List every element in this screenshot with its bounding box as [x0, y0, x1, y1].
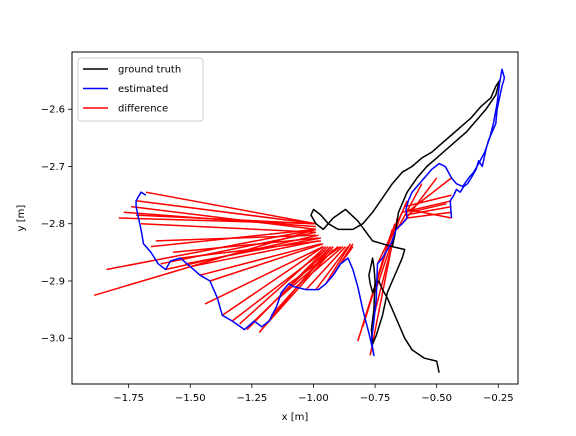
difference-segment [401, 177, 438, 225]
difference-segment [209, 243, 324, 282]
legend-box [77, 57, 204, 122]
difference-segment [131, 205, 316, 231]
difference-segment [288, 245, 342, 285]
difference-segment [140, 222, 316, 234]
series-ground-truth-line [310, 79, 501, 373]
difference-segment [295, 246, 344, 288]
x-tick-label: −1.25 [237, 393, 268, 404]
x-tick-label: −0.75 [360, 393, 391, 404]
difference-segment [315, 246, 349, 291]
difference-segment [155, 234, 316, 242]
y-axis-label: y [m] [16, 205, 27, 232]
difference-segment [407, 211, 452, 219]
difference-segment [239, 246, 327, 325]
difference-segment [325, 243, 352, 285]
y-tick-label: −2.8 [41, 219, 65, 230]
difference-segment [404, 194, 452, 208]
difference-segment [185, 237, 322, 265]
legend-label-ground-truth: ground truth [118, 65, 181, 76]
difference-segment [221, 245, 324, 316]
x-axis-label: x [m] [282, 412, 309, 423]
x-tick-label: −1.50 [175, 393, 206, 404]
difference-segment [305, 246, 347, 291]
legend-label-estimated: estimated [118, 84, 168, 95]
x-axis-ticks: −1.75 −1.50 −1.25 −1.00 −0.75 −0.50 −0.25 [113, 384, 514, 404]
x-tick-label: −1.75 [113, 393, 144, 404]
difference-segment [136, 200, 316, 225]
legend-label-difference: difference [118, 104, 168, 115]
series-difference [93, 177, 452, 356]
difference-segment [190, 240, 319, 268]
x-tick-label: −0.25 [483, 393, 514, 404]
difference-segment [409, 202, 447, 214]
difference-segment [145, 191, 317, 225]
series-layer [93, 68, 506, 373]
series-estimated-line [135, 68, 506, 357]
plot-frame [71, 51, 519, 385]
y-axis-ticks: −3.0 −2.9 −2.8 −2.7 −2.6 [41, 105, 72, 345]
difference-segment [396, 183, 423, 230]
y-tick-label: −3.0 [41, 334, 65, 345]
difference-segment [180, 240, 321, 259]
difference-segment [204, 245, 324, 305]
x-tick-label: −0.50 [421, 393, 452, 404]
difference-segment [160, 231, 317, 265]
difference-segment [136, 214, 316, 225]
difference-segment [404, 205, 452, 216]
difference-segment [172, 237, 319, 254]
legend: ground truth estimated difference [77, 57, 204, 122]
difference-segment [406, 177, 452, 213]
y-tick-label: −2.9 [41, 276, 65, 287]
difference-segment [199, 243, 322, 276]
difference-segment [339, 246, 354, 265]
y-tick-label: −2.7 [41, 162, 65, 173]
x-tick-label: −1.00 [298, 393, 329, 404]
y-tick-label: −2.6 [41, 105, 65, 116]
